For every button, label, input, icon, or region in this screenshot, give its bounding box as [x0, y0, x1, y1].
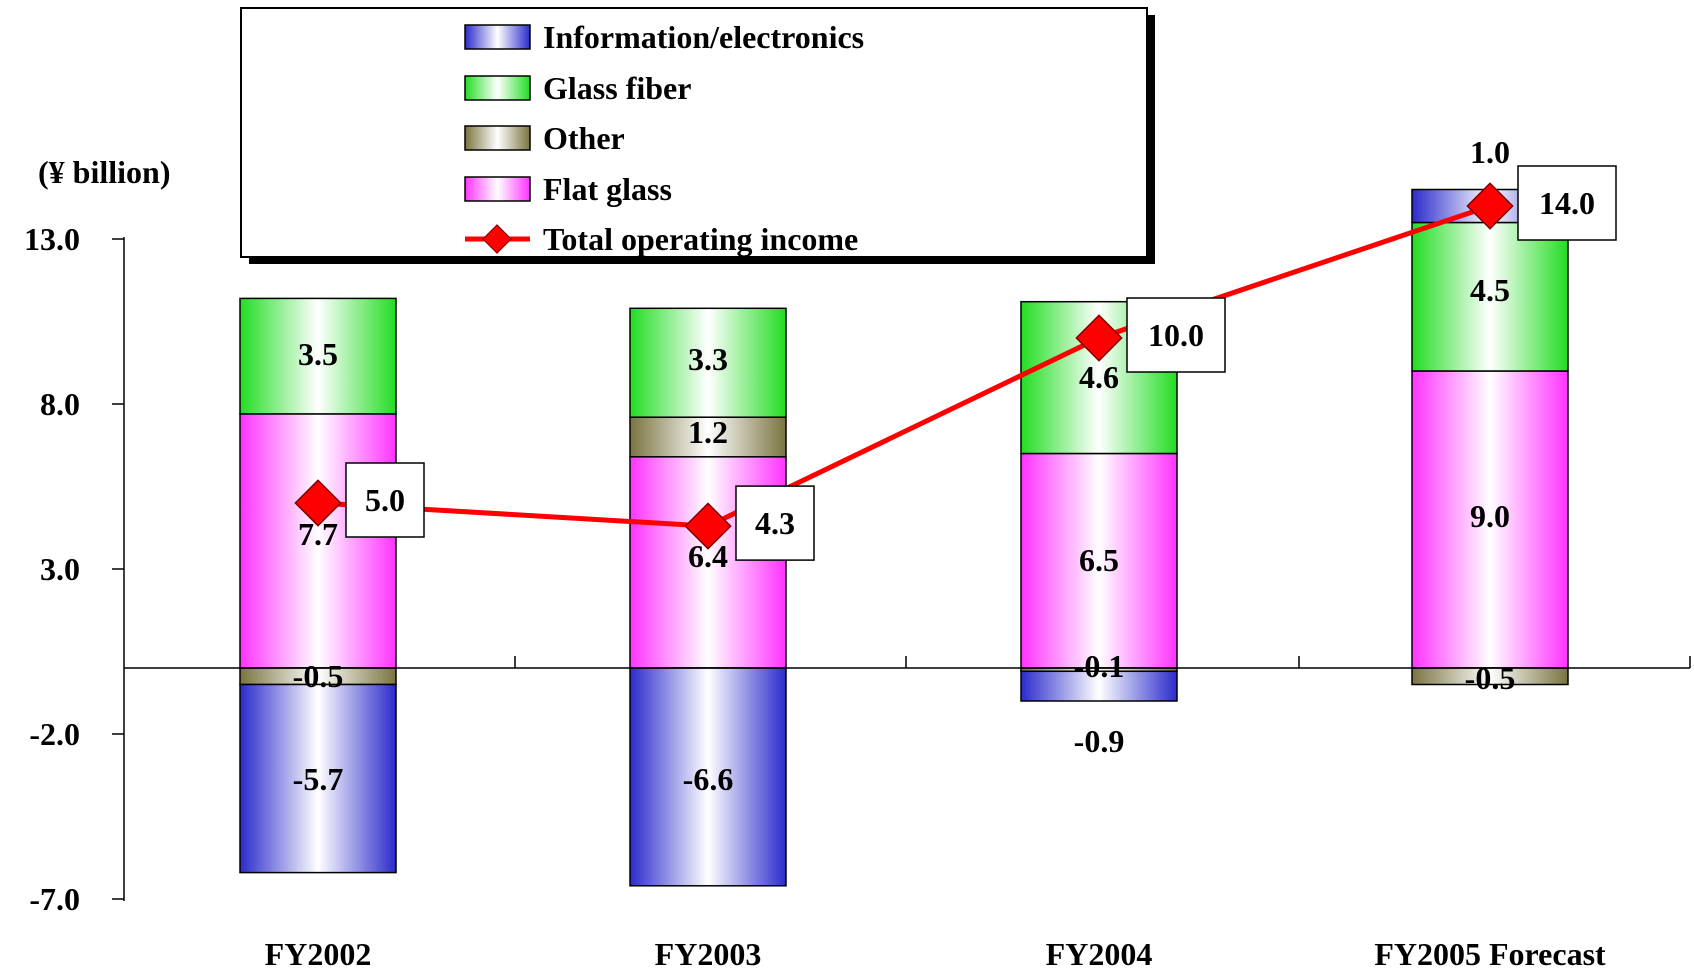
total-label-box	[1517, 165, 1617, 241]
bar-segment-info	[239, 683, 397, 874]
bar-segment-info	[1020, 670, 1178, 702]
total-value-label: 5.0	[365, 482, 405, 518]
legend-entry-label: Total operating income	[543, 221, 858, 257]
legend-swatch-info	[464, 24, 531, 50]
total-label-box	[1126, 297, 1226, 373]
bar-segment-glass	[239, 297, 397, 415]
segment-label-info: -6.6	[683, 761, 734, 797]
axes-layer: 13.0 8.0 3.0 -2.0 -7.0 FY2002 FY2003 FY2004 FY20…	[24, 221, 1691, 972]
segment-label-other: 1.2	[688, 414, 728, 450]
y-tick-label: 3.0	[40, 551, 80, 587]
legend-entry-label: Other	[543, 120, 625, 156]
bar-segment-other	[629, 416, 787, 458]
segment-label-glass: 4.6	[1079, 359, 1119, 395]
y-axis-unit-label: (¥ billion)	[38, 154, 170, 190]
legend-entry-label: Flat glass	[543, 171, 672, 207]
legend-entry-label: Glass fiber	[543, 70, 691, 106]
segment-label-flat: 9.0	[1470, 498, 1510, 534]
x-category-label: FY2004	[1046, 936, 1153, 972]
bar-segment-flat	[1020, 452, 1178, 669]
y-tick-label: 8.0	[40, 386, 80, 422]
total-value-label: 10.0	[1148, 317, 1204, 353]
segment-label-other: -0.1	[1074, 648, 1125, 684]
legend-box	[240, 7, 1148, 258]
total-value-label: 4.3	[755, 505, 795, 541]
total-value-label: 14.0	[1539, 185, 1595, 221]
total-point-marker	[1075, 314, 1123, 362]
legend: Information/electronics Glass fiber Other F…	[240, 7, 1155, 264]
legend-swatch-glass	[464, 75, 531, 101]
y-tick-label: -2.0	[29, 716, 80, 752]
bar-segment-glass	[629, 307, 787, 418]
segment-label-glass: 4.5	[1470, 272, 1510, 308]
total-point-marker	[294, 479, 342, 527]
total-label-box	[345, 462, 425, 538]
bar-segment-info	[629, 667, 787, 887]
bar-segment-glass	[1411, 221, 1569, 372]
legend-swatch-marker	[482, 224, 512, 254]
bar-segment-flat	[239, 413, 397, 669]
bar-segment-flat	[1411, 370, 1569, 669]
legend-swatch-other	[464, 125, 531, 151]
segment-label-info: -0.9	[1074, 723, 1125, 759]
segment-label-flat: 6.5	[1079, 542, 1119, 578]
total-point-marker	[684, 502, 732, 550]
total-point-marker	[1466, 182, 1514, 230]
segment-label-other: -0.5	[293, 658, 344, 694]
x-category-label: FY2003	[655, 936, 762, 972]
segment-label-glass: 3.3	[688, 341, 728, 377]
y-tick-label: 13.0	[24, 221, 80, 257]
segment-label-info: 1.0	[1470, 134, 1510, 170]
total-line-layer: 5.0 4.3 10.0 14.0	[294, 165, 1617, 561]
legend-swatch-flat	[464, 176, 531, 202]
x-category-label: FY2002	[265, 936, 372, 972]
segment-label-glass: 3.5	[298, 336, 338, 372]
legend-entry-label: Information/electronics	[543, 19, 864, 55]
segment-label-other: -0.5	[1465, 660, 1516, 696]
y-tick-label: -7.0	[29, 881, 80, 917]
total-line	[317, 203, 1491, 529]
total-label-box	[735, 485, 815, 561]
segment-label-info: -5.7	[293, 761, 344, 797]
bars-layer	[239, 188, 1569, 887]
x-category-label: FY2005 Forecast	[1374, 936, 1606, 972]
